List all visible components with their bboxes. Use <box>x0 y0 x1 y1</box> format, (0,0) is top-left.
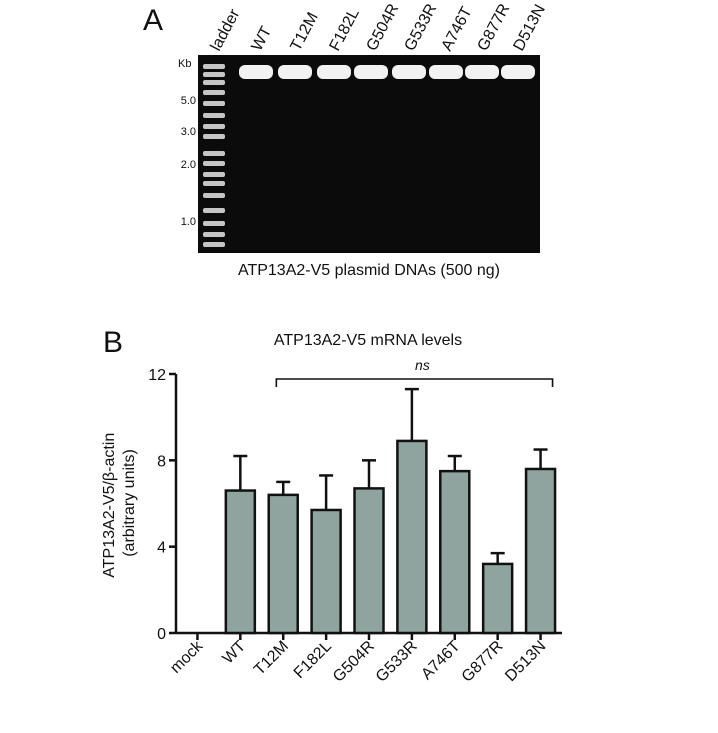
ladder-band <box>203 172 225 177</box>
ladder-band <box>203 181 225 186</box>
bar-g877r <box>481 562 514 635</box>
ladder-band <box>203 221 225 226</box>
ladder-band <box>203 134 225 139</box>
gel-image <box>198 55 540 253</box>
y-tick-label: 4 <box>157 540 166 557</box>
x-tick-label-g533r: G533R <box>373 638 421 686</box>
x-tick-label-f182l: F182L <box>291 638 335 682</box>
chart-title: ATP13A2-V5 mRNA levels <box>274 332 462 349</box>
y-tick-label: 8 <box>157 453 166 470</box>
panel-a-letter: A <box>143 4 163 37</box>
kb-unit-label: Kb <box>178 58 191 70</box>
lane-label-g533r: G533R <box>402 1 441 54</box>
significance-label: ns <box>415 357 430 373</box>
bar-g504r <box>353 487 385 635</box>
lane-label-ladder: ladder <box>208 6 244 54</box>
kb-marker-label: 1.0 <box>181 216 196 228</box>
bar-d513n <box>524 467 557 635</box>
ladder-band <box>203 113 225 118</box>
plasmid-band-t12m <box>278 65 312 79</box>
x-tick-label-wt: WT <box>220 638 250 668</box>
x-tick-label-a746t: A746T <box>418 638 464 684</box>
lane-label-g504r: G504R <box>364 1 403 54</box>
y-axis-label: ATP13A2-V5/β-actin (arbitrary units) <box>101 428 138 577</box>
plasmid-band-d513n <box>501 65 535 79</box>
ladder-band <box>203 124 225 129</box>
ladder-band <box>203 232 225 237</box>
ladder-band <box>203 72 225 77</box>
ladder-band <box>203 161 225 166</box>
kb-marker-label: 5.0 <box>181 95 196 107</box>
bar-chart: 0 4 8 12 mock WT T12MF182LG504RG533RA746TG877R… <box>148 357 562 686</box>
ladder-band <box>203 64 225 69</box>
plasmid-band-g877r <box>465 65 499 79</box>
x-tick-label-g504r: G504R <box>330 638 378 686</box>
kb-marker-label: 3.0 <box>181 126 196 138</box>
plasmid-band-a746t <box>429 65 463 79</box>
y-axis-label-line-2: (arbitrary units) <box>121 449 138 557</box>
kb-markers: 5.0 3.0 2.0 1.0 <box>181 95 196 228</box>
ladder-band <box>203 80 225 85</box>
plasmid-band-f182l <box>317 65 351 79</box>
bar-g533r <box>396 439 428 635</box>
gel-bands <box>203 64 535 247</box>
ladder-band <box>203 101 225 106</box>
plasmid-band-g533r <box>392 65 426 79</box>
plasmid-band-g504r <box>354 65 388 79</box>
y-tick-label: 12 <box>148 367 166 384</box>
x-tick-label-g877r: G877R <box>459 638 507 686</box>
lane-label-f182l: F182L <box>327 6 363 54</box>
lane-labels: ladder WT T12M F182L G504R G533RA746TG877RD51… <box>208 1 549 54</box>
bar-a746t <box>439 469 471 635</box>
gel-caption: ATP13A2-V5 plasmid DNAs (500 ng) <box>238 262 500 279</box>
kb-marker-label: 2.0 <box>181 159 196 171</box>
panel-b-letter: B <box>103 326 123 359</box>
lane-label-d513n: D513N <box>511 2 549 54</box>
lane-label-a746t: A746T <box>439 4 476 54</box>
ladder-band <box>203 193 225 198</box>
ladder-band <box>203 208 225 213</box>
x-tick-label-d513n: D513N <box>502 638 549 685</box>
ladder-band <box>203 151 225 156</box>
lane-label-wt: WT <box>249 24 276 54</box>
bar-f182l <box>310 508 342 635</box>
ladder-band <box>203 90 225 95</box>
lane-label-g877r: G877R <box>475 1 514 54</box>
plasmid-band-wt <box>239 65 273 79</box>
bar-wt <box>224 489 257 635</box>
x-tick-label-t12m: T12M <box>251 638 292 679</box>
lane-label-t12m: T12M <box>288 10 322 54</box>
bar-t12m <box>267 493 299 635</box>
x-tick-label-mock: mock <box>167 637 207 677</box>
y-axis-label-line-1: ATP13A2-V5/β-actin <box>101 433 118 578</box>
significance-bracket <box>275 378 554 387</box>
y-tick-label: 0 <box>157 626 166 643</box>
ladder-band <box>203 242 225 247</box>
